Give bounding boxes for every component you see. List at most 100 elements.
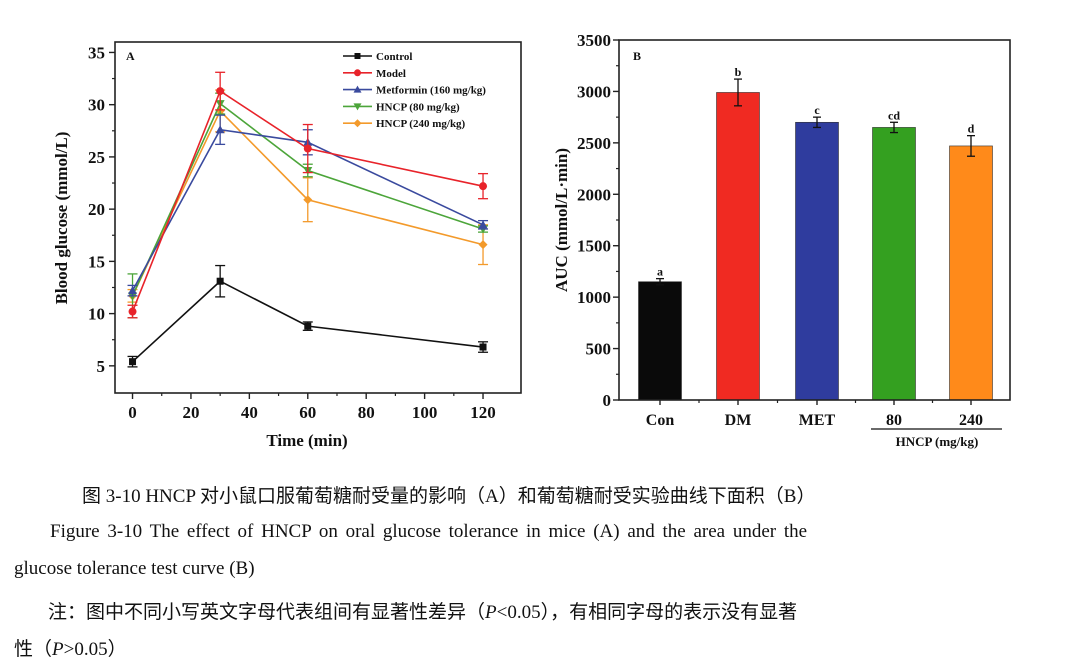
x-tick-label-a: 60 [299,403,316,422]
x-tick-label-b: DM [725,412,752,429]
caption-en-title-line2: glucose tolerance test curve (B) [14,558,255,579]
x-tick-label-a: 0 [128,403,137,422]
y-tick-label-b: 3500 [577,31,611,50]
series-line [131,89,484,312]
legend-label: Model [376,68,406,80]
legend-marker [353,103,362,111]
series-model [127,71,489,319]
bar-80: cd [872,108,916,401]
y-axis-title-a: Blood glucose (mmol/L) [52,132,71,305]
series-line [131,128,484,292]
note-text-b: <0.05），有相同字母的表示没有显著 [496,602,798,623]
legend-label: HNCP (80 mg/kg) [376,101,460,113]
panel-a-line-chart: 5 10 15 20 25 30 35 0 20 40 60 80 100 120 Control Mod… [52,41,522,450]
significance-label: d [968,122,975,136]
data-point [216,87,225,96]
x-tick-label-b: 80 [886,412,902,429]
bar [872,127,916,401]
x-tick-label-b: MET [799,412,836,429]
bars-b: a b c cd d [638,65,993,401]
y-tick-label-b: 3000 [577,82,611,101]
data-point [478,220,488,229]
bar-dm: b [716,65,760,401]
y-tick-label-a: 10 [88,305,105,324]
data-point [216,277,224,285]
series-control [127,264,489,368]
data-point [303,144,312,153]
caption-en-title-line1: Figure 3-10 The effect of HNCP on oral g… [50,521,808,542]
legend-item: HNCP (80 mg/kg) [343,101,460,113]
data-point [128,307,137,316]
y-axis-title-b: AUC (mmol/L·min) [552,148,571,292]
legend-marker [354,69,361,77]
x-tick-label-a: 120 [470,403,496,422]
legend-item: Metformin (160 mg/kg) [343,85,486,97]
x-tick-label-b: 240 [959,412,983,429]
legend-marker [354,53,361,59]
note2-text-a: 性（ [14,639,53,660]
panel-label-b: B [633,49,641,63]
legend-a: Control Model Metformin (160 mg/kg) HNCP (8… [343,51,486,130]
data-point [303,195,313,205]
x-tick-label-b: Con [646,412,675,429]
x-tick-label-a: 100 [412,403,438,422]
plot-frame-a [114,41,522,394]
legend-item: HNCP (240 mg/kg) [343,118,466,130]
legend-item: Model [343,68,406,80]
note2-p-symbol: P [52,639,64,660]
y-tick-label-b: 2000 [577,185,611,204]
panel-b-bar-chart: a b c cd d 0 500 1000 1500 2000 2500 3000 3500 Con D… [552,31,1011,449]
legend-label: HNCP (240 mg/kg) [376,118,466,130]
note2-text-b: >0.05） [63,639,127,660]
significance-label: cd [888,108,900,122]
note-text-a: 注：图中不同小写英文字母代表组间有显著性差异（ [48,602,486,623]
data-point [478,240,488,250]
x-axis-b: Con DM MET 80 240 [646,400,983,429]
y-tick-label-b: 2500 [577,134,611,153]
data-point [304,322,312,330]
significance-label: a [657,265,663,279]
caption-note-line1: 注：图中不同小写英文字母代表组间有显著性差异（P<0.05），有相同字母的表示没… [48,597,797,624]
bar [716,92,760,401]
x-axis-title-a: Time (min) [266,431,347,450]
data-point [479,182,488,191]
data-point [215,125,225,134]
y-tick-label-a: 20 [88,200,105,219]
legend-marker [353,85,362,93]
x-axis-a: 0 20 40 60 80 100 120 [128,393,496,422]
x-tick-label-a: 20 [182,403,199,422]
y-tick-label-b: 1000 [577,288,611,307]
bar [949,145,993,401]
series-group-a [127,71,489,368]
data-point [479,343,487,351]
y-axis-a: 5 10 15 20 25 30 35 [88,43,115,376]
caption-zh-title: 图 3-10 HNCP 对小鼠口服葡萄糖耐受量的影响（A）和葡萄糖耐受实验曲线下… [82,486,816,507]
y-tick-label-b: 1500 [577,237,611,256]
bar-con: a [638,265,682,401]
y-tick-label-a: 5 [97,357,106,376]
significance-label: c [814,103,820,117]
data-point [129,358,137,366]
note-p-symbol: P [485,602,497,623]
significance-label: b [735,65,742,79]
y-tick-label-a: 35 [88,43,105,62]
series-metformin-160-mg-kg [127,114,489,297]
x-tick-label-a: 40 [241,403,258,422]
legend-marker [353,119,362,128]
x-tick-label-a: 80 [358,403,375,422]
y-tick-label-a: 25 [88,148,105,167]
y-tick-label-a: 30 [88,96,105,115]
y-tick-label-a: 15 [88,252,105,271]
bar-met: c [795,103,839,401]
legend-label: Metformin (160 mg/kg) [376,85,486,97]
data-point [128,286,138,295]
y-tick-label-b: 0 [603,391,612,410]
bar-240: d [949,122,993,401]
y-tick-label-b: 500 [586,340,612,359]
bar [638,281,682,401]
bar [795,121,839,401]
panel-label-a: A [126,49,135,63]
series-line [131,280,484,363]
legend-item: Control [343,51,412,63]
